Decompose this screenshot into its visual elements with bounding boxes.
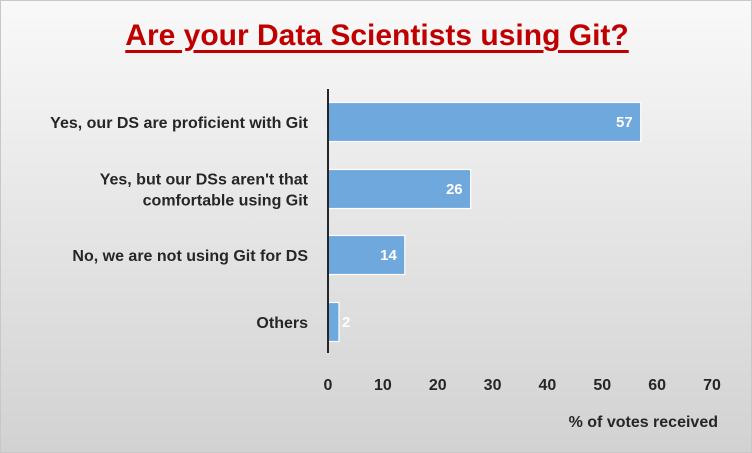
category-labels: Yes, our DS are proficient with Git Yes, … <box>50 115 309 332</box>
bars-group <box>327 101 642 343</box>
data-labels: 57 26 14 2 <box>342 114 633 331</box>
bar-1 <box>327 168 472 210</box>
category-label-1-1: comfortable using Git <box>143 193 309 210</box>
x-tick-label-4: 40 <box>539 377 557 394</box>
data-label-1: 26 <box>446 181 463 198</box>
x-tick-label-7: 70 <box>703 377 721 394</box>
x-tick-labels: 0 10 20 30 40 50 60 70 <box>324 377 721 394</box>
x-tick-label-5: 50 <box>593 377 611 394</box>
category-label-2-0: No, we are not using Git for DS <box>72 248 308 265</box>
x-tick-label-0: 0 <box>324 377 333 394</box>
category-label-0-0: Yes, our DS are proficient with Git <box>50 115 309 132</box>
bar-0 <box>327 101 642 143</box>
bar-3 <box>327 301 340 343</box>
data-label-0: 57 <box>616 114 633 131</box>
x-tick-label-6: 60 <box>648 377 666 394</box>
x-tick-label-3: 30 <box>484 377 502 394</box>
x-tick-label-1: 10 <box>374 377 392 394</box>
category-label-1-0: Yes, but our DSs aren't that <box>100 172 309 189</box>
data-label-3: 2 <box>342 314 350 331</box>
category-label-3-0: Others <box>256 315 308 332</box>
x-axis-title: % of votes received <box>569 414 718 431</box>
data-label-2: 14 <box>380 247 397 264</box>
x-tick-label-2: 20 <box>429 377 447 394</box>
chart-title: Are your Data Scientists using Git? <box>125 19 629 52</box>
bar-2 <box>327 234 406 276</box>
